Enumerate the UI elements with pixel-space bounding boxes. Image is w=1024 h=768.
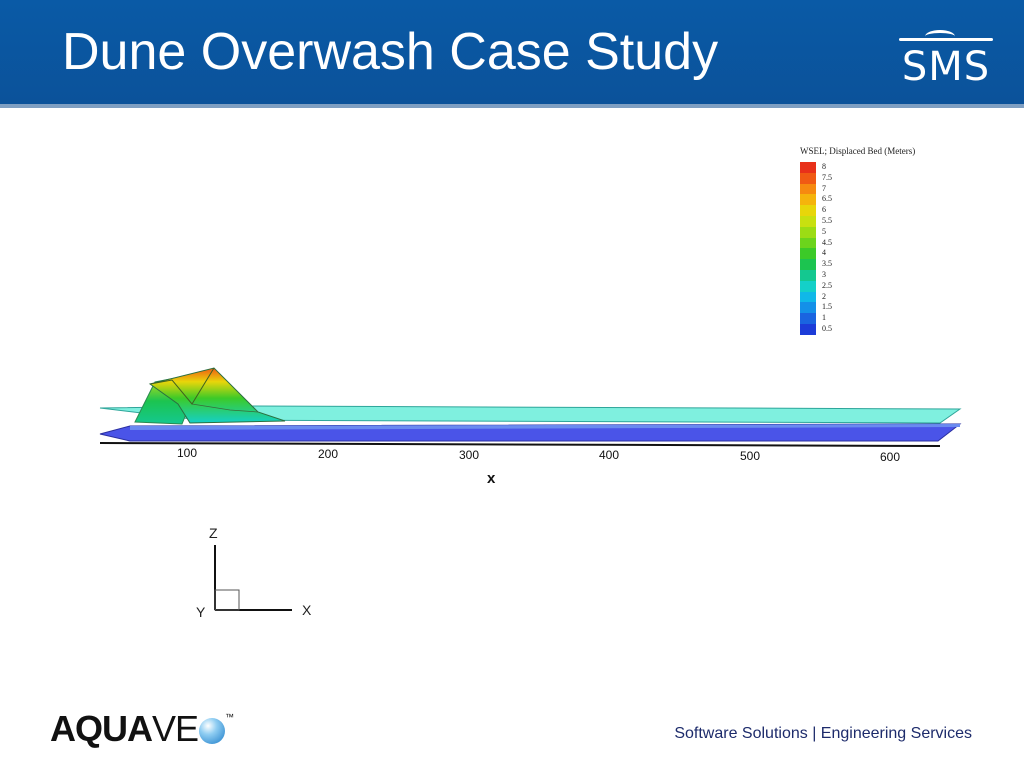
slide-title: Dune Overwash Case Study — [62, 23, 719, 81]
legend-label: 5.5 — [822, 216, 832, 225]
aquaveo-logo-light-text: VE — [152, 708, 199, 749]
legend-swatch — [800, 226, 816, 238]
legend-swatch — [800, 248, 816, 260]
aquaveo-logo: AQUAVE ™ — [50, 708, 235, 749]
legend-label: 1.5 — [822, 302, 832, 312]
legend-label: 4.5 — [822, 237, 832, 247]
legend-label: 7.5 — [822, 172, 832, 182]
bed-plane-strip — [130, 424, 960, 430]
x-tick-label: 300 — [458, 448, 480, 462]
legend-label: 1 — [822, 313, 826, 323]
color-legend: WSEL; Displaced Bed (Meters) 8 7.5 7 6.5 6 5.… — [798, 146, 958, 336]
legend-label: 5 — [822, 226, 826, 236]
triad-y-label: Y — [196, 604, 206, 620]
triad-box — [214, 589, 240, 611]
legend-title: WSEL; Displaced Bed (Meters) — [800, 146, 916, 156]
legend-label: 3 — [822, 270, 826, 279]
legend-label: 7 — [822, 183, 826, 193]
legend-swatch — [800, 162, 816, 173]
legend-swatch — [800, 280, 816, 292]
surface-plot — [0, 108, 1024, 708]
legend-swatch — [800, 291, 816, 303]
legend-swatch — [800, 302, 816, 314]
legend-swatch — [800, 324, 816, 335]
legend-label: 4 — [822, 248, 826, 258]
legend-label: 6.5 — [822, 194, 832, 204]
legend-swatch — [800, 183, 816, 195]
legend-label: 3.5 — [822, 259, 832, 269]
triad-z-label: Z — [209, 525, 218, 541]
legend-label: 2 — [822, 291, 826, 301]
legend-swatch — [800, 205, 816, 216]
triad-x-label: X — [302, 602, 312, 618]
legend-swatch — [800, 216, 816, 227]
x-tick-label: 500 — [739, 449, 761, 463]
legend-swatch — [800, 313, 816, 324]
slide-header: Dune Overwash Case Study SMS — [0, 0, 1024, 108]
aquaveo-logo-bold-text: AQUA — [50, 708, 153, 749]
x-tick-label: 600 — [879, 450, 901, 464]
legend-label: 8 — [822, 162, 826, 171]
x-axis-title: x — [487, 470, 496, 487]
dune-mesh-line — [191, 403, 259, 413]
surface-plot-canvas — [99, 367, 962, 611]
x-tick-label: 400 — [598, 448, 620, 462]
sms-logo-arc-icon — [925, 30, 955, 43]
footer-tagline: Software Solutions | Engineering Service… — [674, 725, 972, 742]
trademark-symbol: ™ — [225, 712, 235, 722]
legend-swatch — [800, 237, 816, 249]
legend-label: 6 — [822, 205, 826, 215]
legend-label: 0.5 — [822, 324, 832, 333]
dune-ridge-line — [149, 367, 215, 405]
legend-swatch — [800, 270, 816, 281]
x-tick-label: 100 — [176, 446, 198, 460]
sms-logo: SMS — [895, 28, 997, 90]
legend-swatch — [800, 194, 816, 206]
legend-swatch — [800, 172, 816, 184]
x-axis-line — [99, 442, 941, 447]
globe-icon — [199, 718, 226, 744]
sms-logo-text: SMS — [901, 44, 991, 90]
legend-swatch — [800, 259, 816, 270]
x-tick-label: 200 — [317, 447, 339, 461]
legend-label: 2.5 — [822, 280, 832, 290]
